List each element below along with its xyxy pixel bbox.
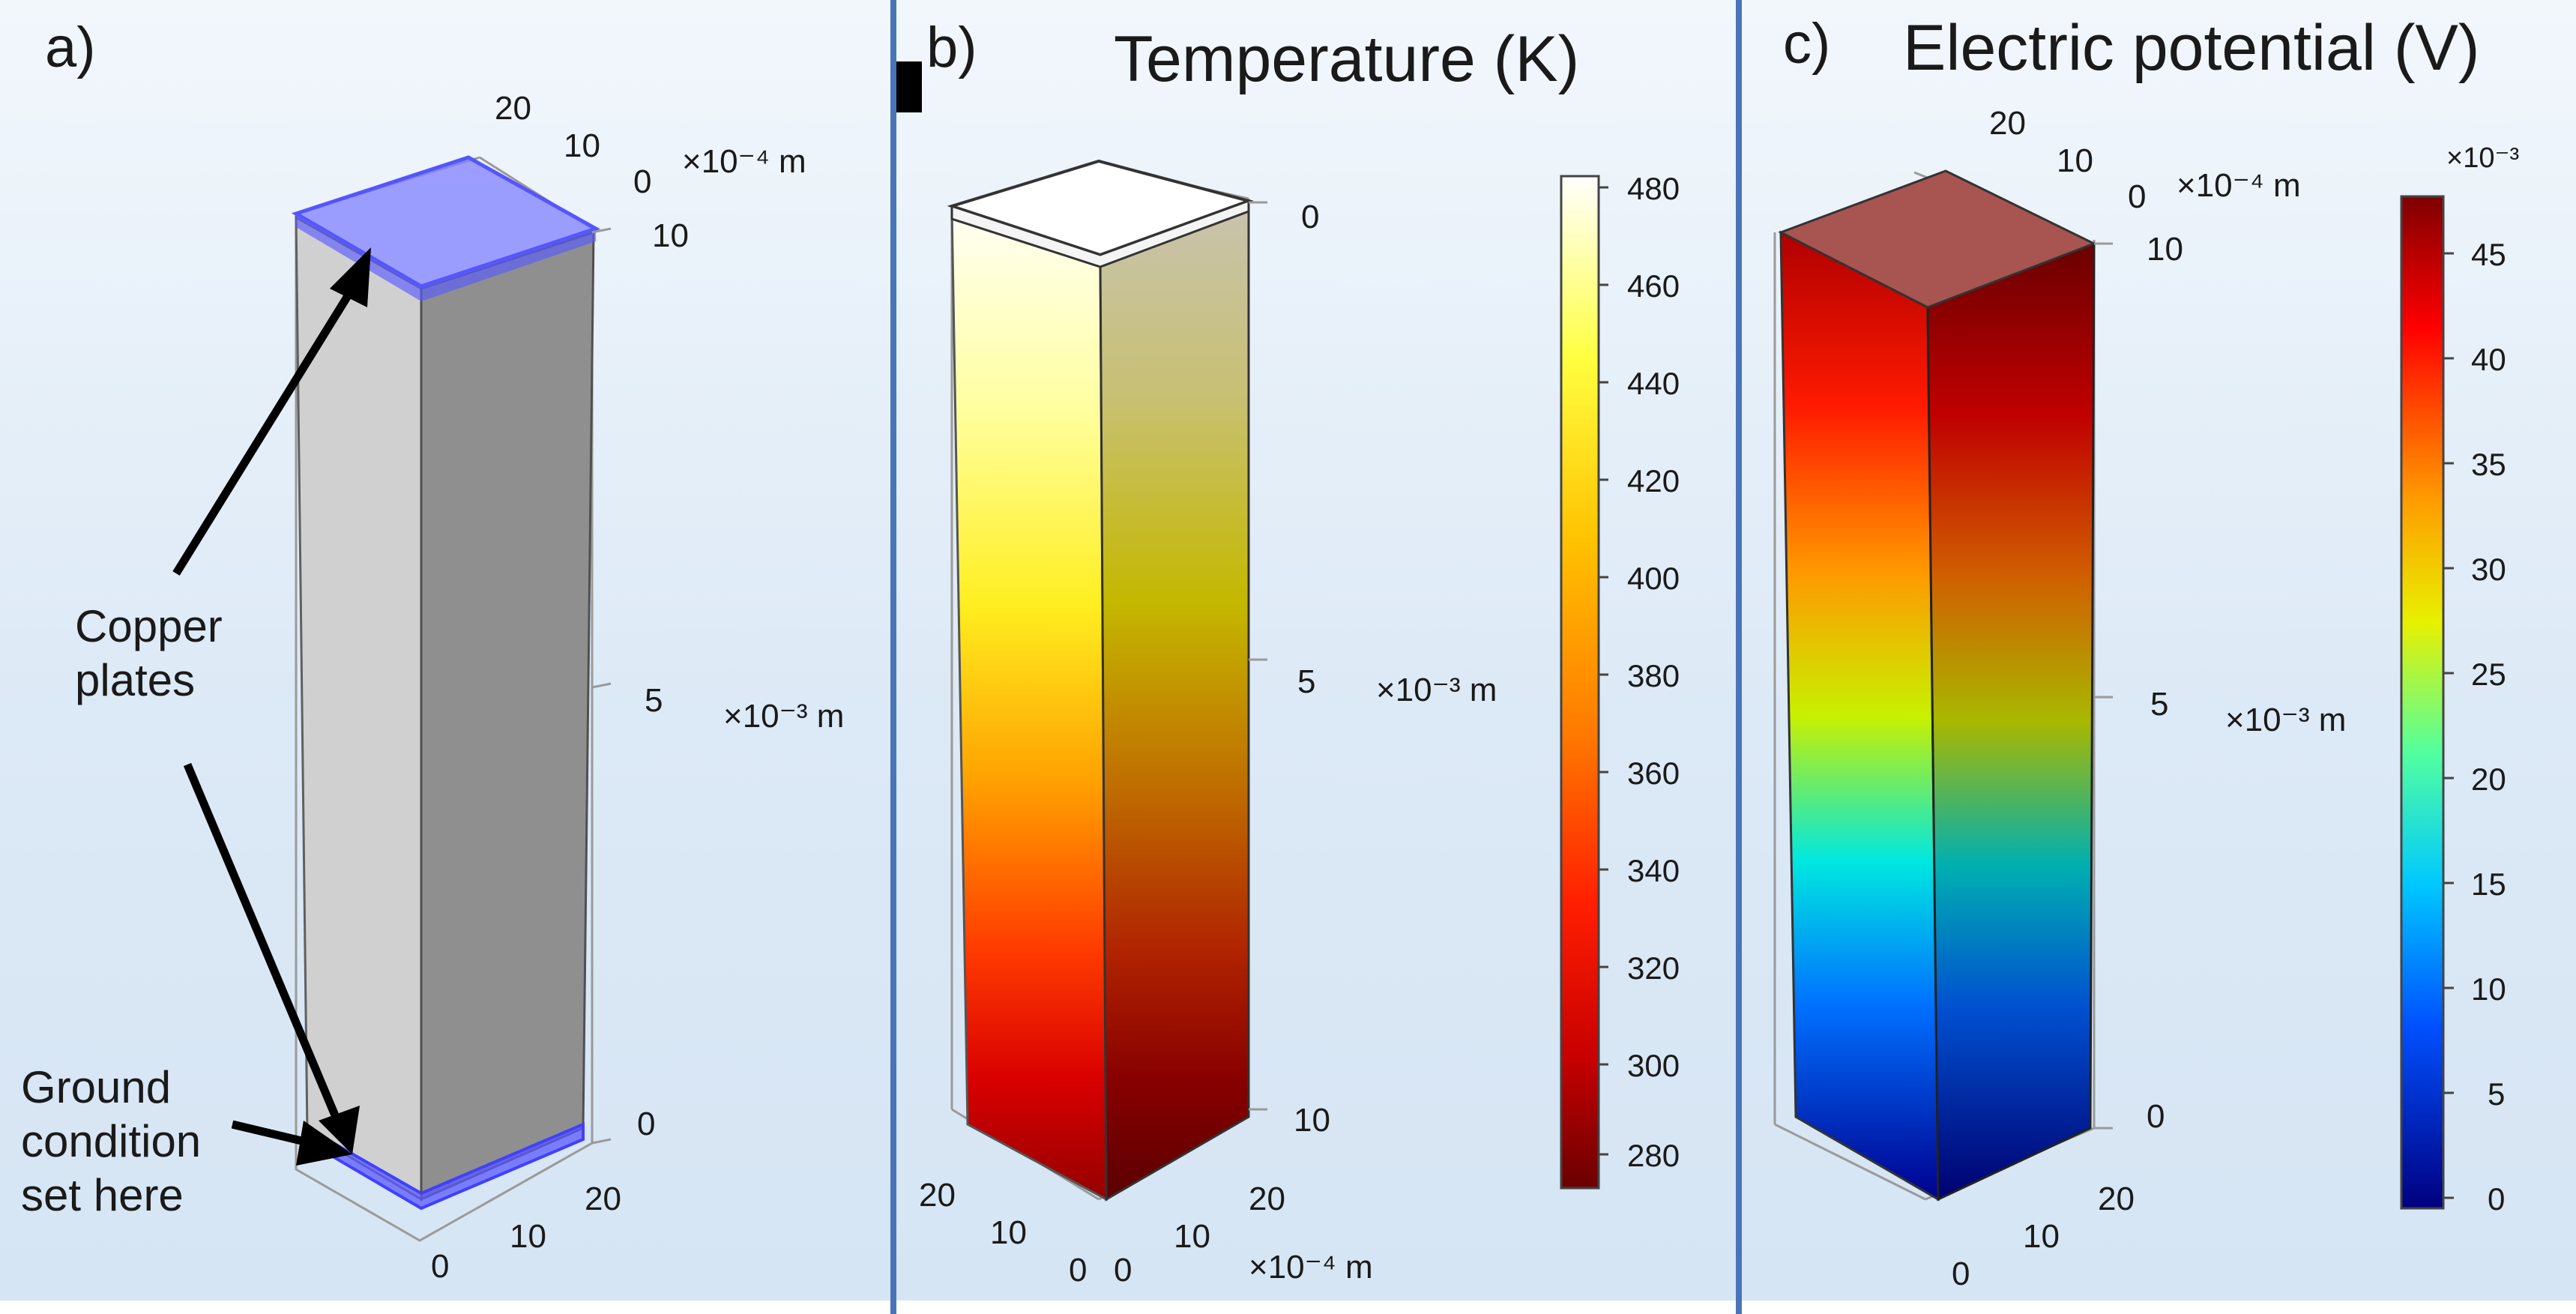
axis-vertical-tick-5: 5	[645, 682, 663, 719]
axis-top-tick-20: 20	[495, 90, 531, 127]
potential-cube-side-face	[1926, 241, 2096, 1202]
potential-colorbar-ticks	[2443, 252, 2454, 1199]
temp-cb-label: 360	[1627, 756, 1680, 791]
b-axis-bottom-tick-6: 20	[1249, 1181, 1285, 1217]
potential-cb-label: 25	[2471, 657, 2506, 692]
panel-b-title: Temperature (K)	[1114, 23, 1580, 95]
axis-bottom-tick-20: 20	[585, 1181, 621, 1217]
ground-line-3: set here	[21, 1170, 184, 1220]
b-axis-bottom-tick-4: 0	[1114, 1252, 1132, 1289]
copper-plates-annotation: Copper plates	[75, 600, 223, 708]
c-axis-bottom-tick-10: 10	[2023, 1218, 2060, 1255]
b-axis-bottom-unit: ×10⁻⁴ m	[1249, 1249, 1373, 1286]
potential-cb-multiplier: ×10⁻³	[2446, 142, 2520, 174]
temp-cb-label: 280	[1627, 1138, 1680, 1173]
c-axis-vertical-tick-10: 10	[2147, 231, 2183, 268]
b-axis-bottom-tick-5: 10	[1174, 1218, 1210, 1255]
panel-c-title: Electric potential (V)	[1903, 12, 2480, 84]
b-axis-bottom-tick-3: 0	[1069, 1252, 1088, 1289]
axis-top-tick-10: 10	[564, 127, 600, 164]
potential-colorbar	[2400, 195, 2445, 1210]
panel-a: a) 20 10 0 ×10⁻⁴ m 10 5 0 ×10⁻³ m 20 10 …	[0, 0, 892, 1301]
temp-cube-front-face	[950, 208, 1108, 1202]
c-axis-vertical-unit: ×10⁻³ m	[2225, 702, 2347, 738]
b-axis-vertical-tick-10: 10	[1294, 1102, 1330, 1139]
potential-cb-label: 30	[2471, 552, 2506, 587]
axis-top-unit: ×10⁻⁴ m	[682, 143, 806, 180]
axis-vertical-tick-0: 0	[637, 1106, 656, 1142]
potential-cb-label: 15	[2471, 867, 2506, 902]
temp-cb-label: 440	[1627, 366, 1680, 401]
axis-bottom-tick-0: 0	[431, 1248, 450, 1285]
temperature-colorbar-ticks	[1599, 186, 1608, 1156]
black-marker	[896, 61, 922, 112]
temp-cb-label: 460	[1627, 268, 1680, 304]
divider-ab	[890, 0, 896, 1314]
ground-line-2: condition	[21, 1116, 202, 1166]
b-axis-bottom-tick-1: 20	[919, 1177, 956, 1214]
top-copper-plate-edge	[296, 214, 596, 301]
c-axis-bottom-tick-0: 0	[1952, 1256, 1970, 1292]
ground-condition-annotation: Ground condition set here	[21, 1061, 201, 1223]
b-axis-vertical-tick-5: 5	[1297, 663, 1316, 700]
ground-line-1: Ground	[21, 1062, 172, 1112]
temp-cb-label: 340	[1627, 853, 1680, 888]
c-axis-top-tick-10: 10	[2057, 142, 2093, 179]
axis-bottom-tick-10: 10	[510, 1218, 546, 1255]
temp-cb-label: 420	[1627, 463, 1680, 498]
temp-cb-label: 380	[1627, 658, 1680, 693]
potential-cb-label: 35	[2471, 447, 2506, 482]
annotation-arrows	[172, 247, 371, 1166]
temp-cb-label: 320	[1627, 950, 1680, 986]
panel-c: c) Electric potential (V) 20 10 0 ×10⁻⁴ …	[1742, 0, 2576, 1301]
b-axis-vertical-tick-0: 0	[1301, 199, 1320, 235]
potential-cb-label: 0	[2488, 1181, 2506, 1217]
c-axis-vertical-tick-0: 0	[2147, 1098, 2165, 1135]
temperature-colorbar	[1560, 175, 1600, 1190]
b-axis-bottom-tick-2: 10	[990, 1214, 1027, 1251]
divider-bc	[1736, 0, 1742, 1314]
panel-c-geometry	[1773, 169, 2454, 1210]
cube-front-face	[295, 215, 423, 1202]
panel-b-geometry	[896, 61, 1608, 1202]
potential-cube-front-face	[1779, 230, 1940, 1202]
axis-top-tick-0: 0	[633, 163, 652, 200]
temp-cube-side-face	[1099, 200, 1250, 1202]
c-axis-vertical-tick-5: 5	[2150, 686, 2169, 723]
copper-plates-line-1: Copper	[75, 601, 223, 651]
cube-side-face	[420, 230, 595, 1202]
panel-a-geometry	[172, 155, 612, 1242]
temp-cb-label: 300	[1627, 1048, 1680, 1083]
c-axis-top-unit: ×10⁻⁴ m	[2177, 167, 2301, 204]
c-axis-top-tick-20: 20	[1989, 105, 2026, 142]
potential-cb-label: 5	[2488, 1076, 2506, 1112]
temp-cb-label: 480	[1627, 171, 1680, 206]
copper-plates-line-2: plates	[75, 655, 196, 705]
c-axis-bottom-tick-20: 20	[2098, 1181, 2135, 1217]
potential-cb-label: 45	[2471, 237, 2506, 272]
axis-vertical-unit: ×10⁻³ m	[723, 698, 845, 735]
potential-cb-label: 20	[2471, 762, 2506, 797]
temp-cb-label: 400	[1627, 561, 1680, 596]
b-axis-vertical-unit: ×10⁻³ m	[1376, 672, 1497, 708]
c-axis-top-tick-0: 0	[2128, 178, 2147, 215]
potential-cb-label: 40	[2471, 342, 2506, 377]
panel-a-letter: a)	[45, 16, 96, 79]
panel-c-letter: c)	[1783, 12, 1831, 76]
panel-b-letter: b)	[926, 16, 977, 79]
axis-vertical-tick-10: 10	[652, 217, 689, 254]
potential-cb-label: 10	[2471, 971, 2506, 1007]
panel-b: b) Temperature (K) 0 5 10 ×10⁻³ m 20 10 …	[896, 0, 1736, 1301]
